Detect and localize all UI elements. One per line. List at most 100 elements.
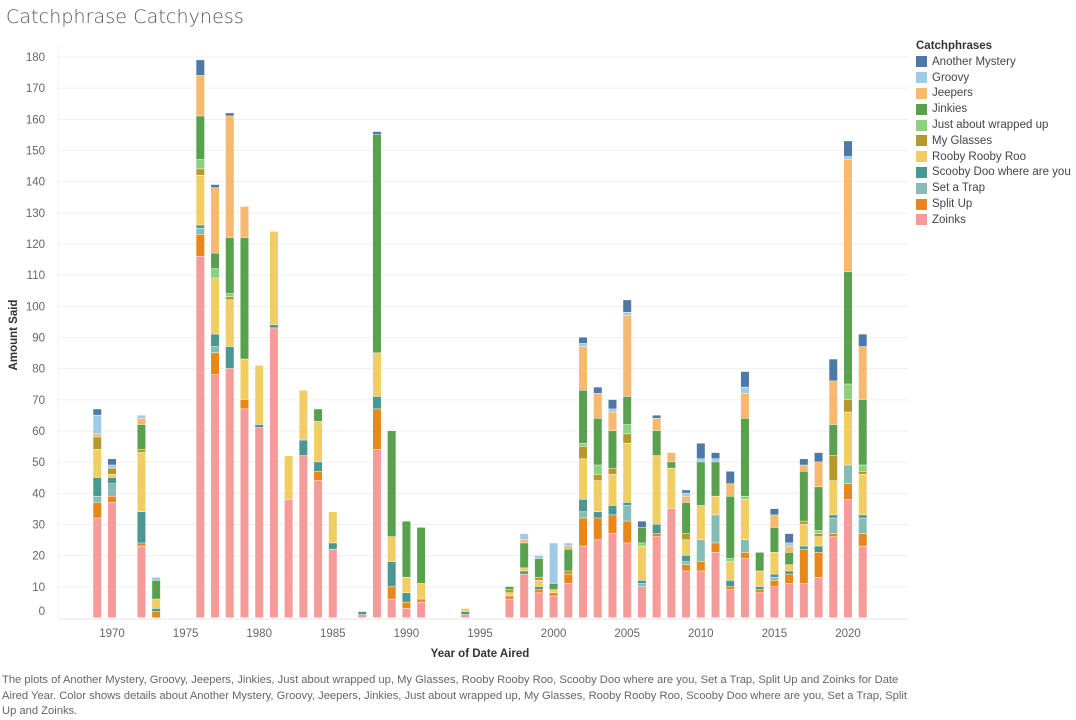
bar-segment-another-mystery[interactable] xyxy=(93,409,102,415)
bar-segment-zoinks[interactable] xyxy=(799,583,808,618)
bar-segment-split-up[interactable] xyxy=(755,589,764,593)
bar-segment-groovy[interactable] xyxy=(579,343,588,347)
bar-segment-rooby-rooby-roo[interactable] xyxy=(593,480,602,512)
bar-segment-rooby-rooby-roo[interactable] xyxy=(814,536,823,546)
bar-segment-split-up[interactable] xyxy=(652,533,661,537)
bar-segment-just-about-wrapped-up[interactable] xyxy=(593,465,602,475)
bar-segment-scooby-doo-where-are-you[interactable] xyxy=(726,580,735,587)
bar-segment-jinkies[interactable] xyxy=(608,431,617,468)
bar-segment-scooby-doo-where-are-you[interactable] xyxy=(829,515,838,518)
bar-segment-split-up[interactable] xyxy=(211,353,220,375)
bar-segment-zoinks[interactable] xyxy=(623,543,632,618)
bar-segment-scooby-doo-where-are-you[interactable] xyxy=(314,462,323,472)
bar-stack-1984[interactable] xyxy=(314,409,323,618)
bar-segment-another-mystery[interactable] xyxy=(108,459,116,465)
bar-segment-scooby-doo-where-are-you[interactable] xyxy=(152,608,161,612)
bar-segment-rooby-rooby-roo[interactable] xyxy=(225,300,234,347)
bar-segment-rooby-rooby-roo[interactable] xyxy=(858,474,867,515)
bar-segment-another-mystery[interactable] xyxy=(608,399,617,409)
bar-stack-1991[interactable] xyxy=(417,527,426,618)
bar-segment-split-up[interactable] xyxy=(682,565,691,571)
bar-segment-jinkies[interactable] xyxy=(785,552,794,565)
bar-segment-set-a-trap[interactable] xyxy=(858,518,867,534)
bar-segment-zoinks[interactable] xyxy=(534,593,543,618)
bar-segment-groovy[interactable] xyxy=(608,409,617,412)
bar-segment-rooby-rooby-roo[interactable] xyxy=(505,593,514,596)
bar-segment-zoinks[interactable] xyxy=(299,455,308,618)
bar-stack-2014[interactable] xyxy=(755,552,764,618)
bar-segment-scooby-doo-where-are-you[interactable] xyxy=(93,477,102,496)
bar-segment-scooby-doo-where-are-you[interactable] xyxy=(402,593,411,602)
bar-segment-scooby-doo-where-are-you[interactable] xyxy=(328,543,337,549)
bar-segment-split-up[interactable] xyxy=(814,552,823,577)
bar-segment-jinkies[interactable] xyxy=(740,418,749,496)
bar-segment-jinkies[interactable] xyxy=(196,116,205,160)
bar-segment-jeepers[interactable] xyxy=(740,393,749,419)
bar-segment-zoinks[interactable] xyxy=(770,586,779,618)
bar-segment-rooby-rooby-roo[interactable] xyxy=(549,589,558,593)
bar-segment-jeepers[interactable] xyxy=(211,187,220,253)
bar-segment-another-mystery[interactable] xyxy=(711,452,720,459)
bar-segment-my-glasses[interactable] xyxy=(623,434,632,443)
bar-segment-split-up[interactable] xyxy=(829,533,838,537)
bar-segment-zoinks[interactable] xyxy=(844,499,852,618)
bar-stack-2009[interactable] xyxy=(682,490,691,618)
bar-segment-set-a-trap[interactable] xyxy=(770,577,779,581)
bar-segment-split-up[interactable] xyxy=(387,586,396,599)
bar-stack-1980[interactable] xyxy=(255,365,264,618)
bar-segment-just-about-wrapped-up[interactable] xyxy=(858,465,867,472)
bar-segment-zoinks[interactable] xyxy=(608,533,617,618)
bar-segment-my-glasses[interactable] xyxy=(579,446,588,459)
bar-segment-zoinks[interactable] xyxy=(196,256,205,618)
bar-segment-jeepers[interactable] xyxy=(196,75,205,116)
bar-segment-groovy[interactable] xyxy=(93,415,102,434)
bar-segment-rooby-rooby-roo[interactable] xyxy=(637,546,646,581)
bar-segment-zoinks[interactable] xyxy=(108,502,116,618)
bar-segment-jeepers[interactable] xyxy=(225,116,234,238)
bar-segment-jinkies[interactable] xyxy=(844,272,852,384)
bar-segment-rooby-rooby-roo[interactable] xyxy=(417,583,426,599)
bar-segment-jeepers[interactable] xyxy=(814,462,823,487)
bar-segment-just-about-wrapped-up[interactable] xyxy=(211,268,220,278)
bar-stack-1989[interactable] xyxy=(387,431,396,618)
bar-segment-my-glasses[interactable] xyxy=(829,455,838,481)
bar-segment-set-a-trap[interactable] xyxy=(829,518,838,534)
bar-segment-split-up[interactable] xyxy=(711,543,720,553)
bar-segment-jinkies[interactable] xyxy=(623,396,632,425)
bar-segment-jeepers[interactable] xyxy=(608,412,617,431)
bar-segment-scooby-doo-where-are-you[interactable] xyxy=(652,524,661,534)
bar-segment-another-mystery[interactable] xyxy=(844,141,852,157)
legend-item[interactable]: Rooby Rooby Roo xyxy=(916,149,1071,165)
bar-segment-zoinks[interactable] xyxy=(740,558,749,618)
bar-segment-another-mystery[interactable] xyxy=(829,359,838,381)
bar-segment-rooby-rooby-roo[interactable] xyxy=(284,455,293,500)
bar-segment-another-mystery[interactable] xyxy=(593,387,602,394)
bar-segment-scooby-doo-where-are-you[interactable] xyxy=(269,325,278,328)
legend-item[interactable]: Jinkies xyxy=(916,101,1071,117)
bar-segment-jeepers[interactable] xyxy=(137,418,146,425)
bar-segment-rooby-rooby-roo[interactable] xyxy=(520,568,529,571)
bar-stack-1982[interactable] xyxy=(284,455,293,618)
bar-segment-zoinks[interactable] xyxy=(461,614,470,618)
bar-segment-rooby-rooby-roo[interactable] xyxy=(314,421,323,462)
bar-segment-groovy[interactable] xyxy=(108,465,116,468)
bar-segment-zoinks[interactable] xyxy=(549,596,558,618)
bar-segment-split-up[interactable] xyxy=(137,543,146,546)
bar-stack-2008[interactable] xyxy=(667,452,676,618)
bar-segment-zoinks[interactable] xyxy=(637,586,646,618)
bar-segment-rooby-rooby-roo[interactable] xyxy=(402,577,411,593)
bar-segment-zoinks[interactable] xyxy=(579,546,588,618)
bar-segment-split-up[interactable] xyxy=(402,602,411,609)
bar-stack-2019[interactable] xyxy=(829,359,838,618)
bar-segment-scooby-doo-where-are-you[interactable] xyxy=(637,580,646,584)
bar-segment-zoinks[interactable] xyxy=(755,593,764,618)
bar-stack-2017[interactable] xyxy=(799,459,808,618)
bar-segment-jeepers[interactable] xyxy=(785,546,794,553)
legend-item[interactable]: Another Mystery xyxy=(916,54,1071,70)
bar-segment-rooby-rooby-roo[interactable] xyxy=(844,412,852,465)
bar-segment-rooby-rooby-roo[interactable] xyxy=(240,359,249,400)
bar-segment-split-up[interactable] xyxy=(579,518,588,546)
bar-segment-another-mystery[interactable] xyxy=(196,60,205,76)
bar-segment-groovy[interactable] xyxy=(520,533,529,540)
bar-segment-scooby-doo-where-are-you[interactable] xyxy=(520,571,529,574)
